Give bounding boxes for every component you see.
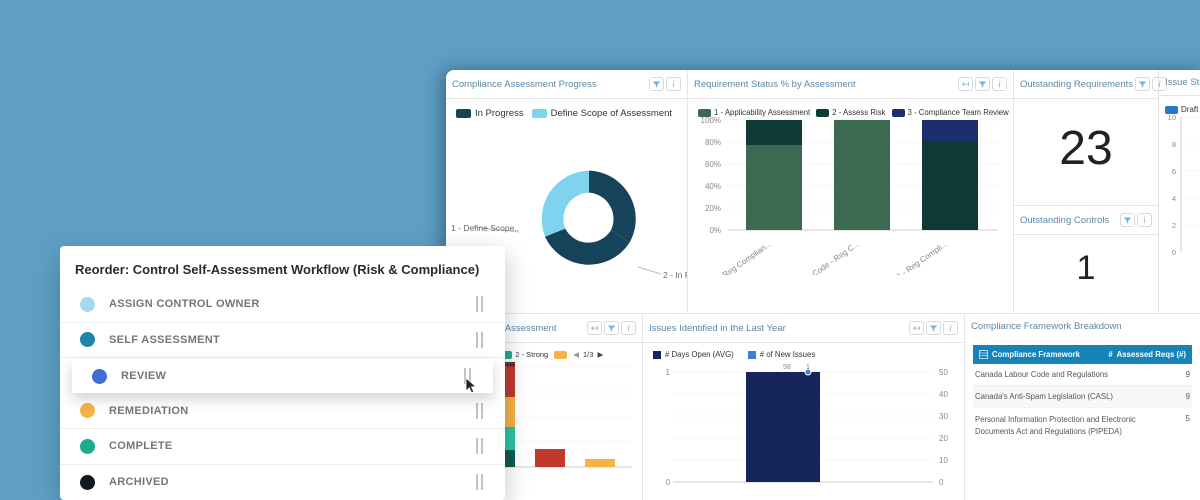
svg-text:PIPEDA - Reg Compli...: PIPEDA - Reg Compli... <box>875 239 949 275</box>
svg-text:20: 20 <box>939 434 948 443</box>
svg-text:10: 10 <box>1168 113 1176 122</box>
svg-text:2: 2 <box>1172 221 1176 230</box>
svg-text:0: 0 <box>1172 248 1176 257</box>
svg-text:0%: 0% <box>709 226 721 235</box>
svg-text:1: 1 <box>806 364 810 371</box>
svg-text:CASL - Reg Complian...: CASL - Reg Complian... <box>698 239 773 275</box>
svg-text:58: 58 <box>783 364 791 371</box>
svg-text:30: 30 <box>939 412 948 421</box>
svg-text:50: 50 <box>939 368 948 377</box>
svg-text:2 - In Progress: 2 - In Progress <box>663 270 687 280</box>
svg-text:80%: 80% <box>705 138 721 147</box>
svg-text:40%: 40% <box>705 182 721 191</box>
svg-text:1: 1 <box>666 368 671 377</box>
svg-text:0: 0 <box>666 478 671 487</box>
svg-text:8: 8 <box>1172 140 1176 149</box>
svg-text:20%: 20% <box>705 204 721 213</box>
svg-text:6: 6 <box>1172 167 1176 176</box>
svg-text:1 - Define Scope..: 1 - Define Scope.. <box>451 223 519 233</box>
svg-text:4: 4 <box>1172 194 1176 203</box>
svg-text:10: 10 <box>939 456 948 465</box>
svg-text:Labour Code - Reg C...: Labour Code - Reg C... <box>788 239 861 275</box>
svg-text:0: 0 <box>939 478 944 487</box>
svg-text:100%: 100% <box>701 116 721 125</box>
svg-text:60%: 60% <box>705 160 721 169</box>
svg-text:40: 40 <box>939 390 948 399</box>
